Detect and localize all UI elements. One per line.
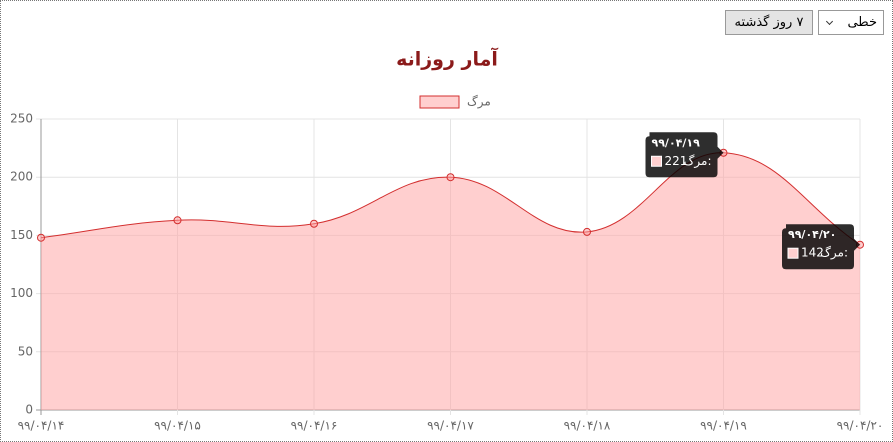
- point: [173, 216, 182, 225]
- x-tick-label: ۹۹/۰۴/۱۵: [154, 419, 201, 433]
- y-tick-label: 200: [10, 170, 33, 184]
- y-tick-label: 150: [10, 228, 33, 242]
- range-button[interactable]: ۷ روز گذشته: [725, 10, 813, 35]
- tooltip-value: 142: [801, 246, 824, 260]
- tooltip-value: 221: [665, 154, 688, 168]
- x-tick-label: ۹۹/۰۴/۱۶: [291, 419, 338, 433]
- tooltip-swatch: [651, 155, 662, 167]
- point: [446, 173, 455, 182]
- point: [310, 219, 318, 228]
- y-tick-label: 0: [25, 403, 33, 417]
- tooltip-swatch: [787, 247, 799, 259]
- tooltip-label: مرگ:: [820, 246, 848, 261]
- x-tick-label: ۹۹/۰۴/۱۴: [18, 419, 65, 433]
- tooltip-box: [645, 132, 724, 178]
- legend-swatch: [419, 95, 460, 109]
- tooltip-label: مرگ:: [684, 154, 712, 169]
- y-tick-label: 250: [10, 112, 33, 126]
- x-tick-label: ۹۹/۰۴/۲۰: [837, 419, 884, 433]
- x-tick-label: ۹۹/۰۴/۱۷: [427, 419, 474, 433]
- legend-label: مرگ: [467, 95, 491, 110]
- chart-type-select[interactable]: خطی: [818, 10, 884, 35]
- x-tick-label: ۹۹/۰۴/۱۸: [564, 419, 611, 433]
- y-tick-label: 50: [18, 344, 33, 358]
- y-tick-label: 100: [10, 286, 33, 300]
- point: [583, 227, 591, 236]
- chart-title: آمار روزانه: [396, 47, 498, 71]
- area: [41, 152, 860, 410]
- tooltip-box: [782, 224, 860, 270]
- point: [37, 233, 45, 242]
- x-tick-label: ۹۹/۰۴/۱۹: [700, 419, 747, 433]
- tooltip-title: ۹۹/۰۴/۱۹: [652, 136, 701, 149]
- tooltip-title: ۹۹/۰۴/۲۰: [788, 228, 836, 241]
